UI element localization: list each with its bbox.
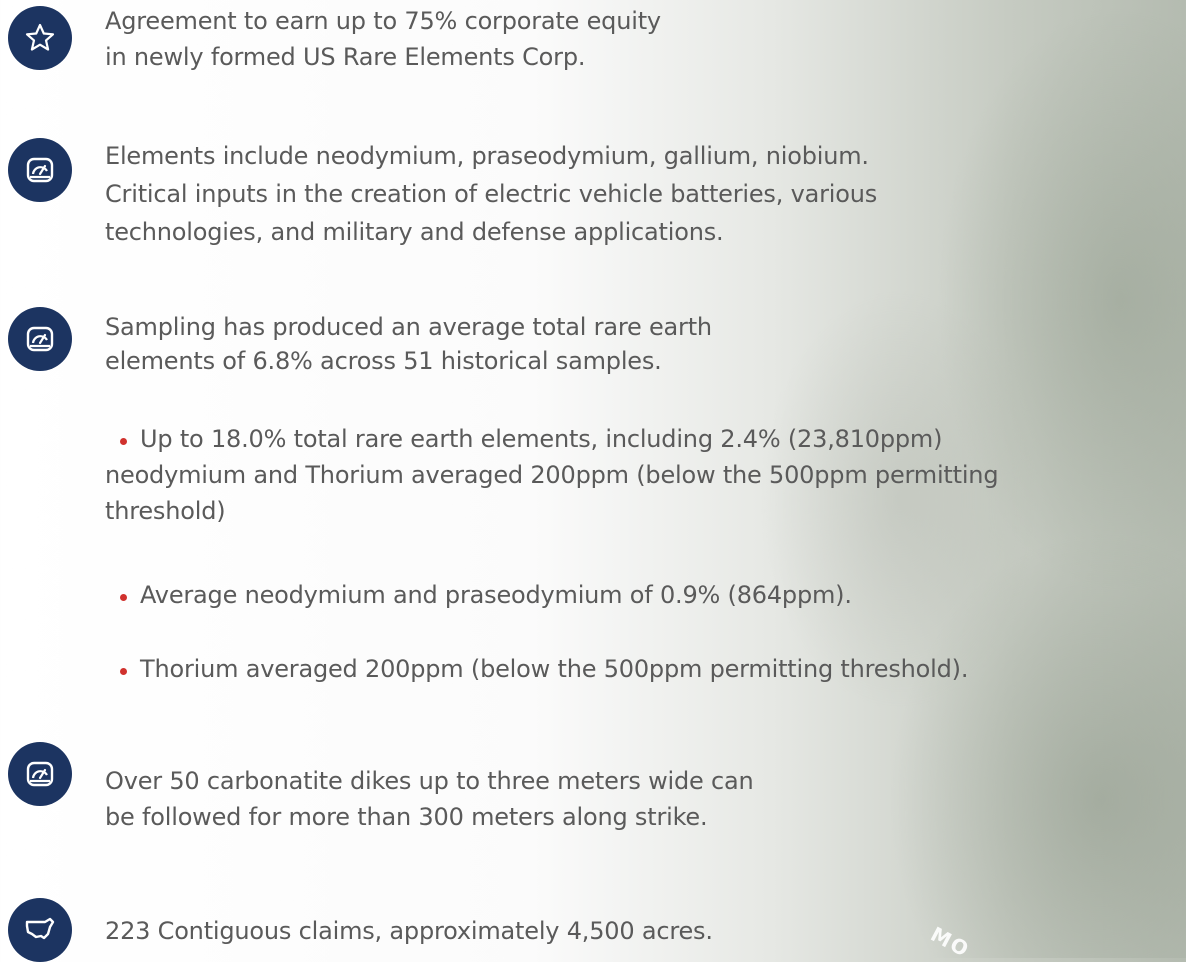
item-text: be followed for more than 300 meters alo… [105, 803, 708, 831]
map-label: MO [926, 921, 975, 962]
bullet-text: threshold) [105, 497, 226, 525]
item-text: Over 50 carbonatite dikes up to three me… [105, 767, 754, 795]
item-text: Sampling has produced an average total r… [105, 313, 712, 341]
bullet-text: neodymium and Thorium averaged 200ppm (b… [105, 461, 999, 489]
icon-gauge [8, 307, 72, 371]
icon-map [8, 898, 72, 962]
bullet-text: Average neodymium and praseodymium of 0.… [140, 581, 852, 609]
bullet-text: Thorium averaged 200ppm (below the 500pp… [140, 655, 969, 683]
item-text: 223 Contiguous claims, approximately 4,5… [105, 917, 713, 945]
icon-gauge [8, 138, 72, 202]
item-text: technologies, and military and defense a… [105, 218, 724, 246]
item-text: Agreement to earn up to 75% corporate eq… [105, 7, 661, 35]
icon-gauge [8, 742, 72, 806]
item-text: in newly formed US Rare Elements Corp. [105, 43, 586, 71]
item-text: Critical inputs in the creation of elect… [105, 180, 878, 208]
item-text: Elements include neodymium, praseodymium… [105, 142, 869, 170]
bullet-dot [120, 438, 127, 445]
bullet-text: Up to 18.0% total rare earth elements, i… [140, 425, 943, 453]
bullet-dot [120, 594, 127, 601]
bullet-dot [120, 668, 127, 675]
icon-star [8, 6, 72, 70]
item-text: elements of 6.8% across 51 historical sa… [105, 347, 662, 375]
